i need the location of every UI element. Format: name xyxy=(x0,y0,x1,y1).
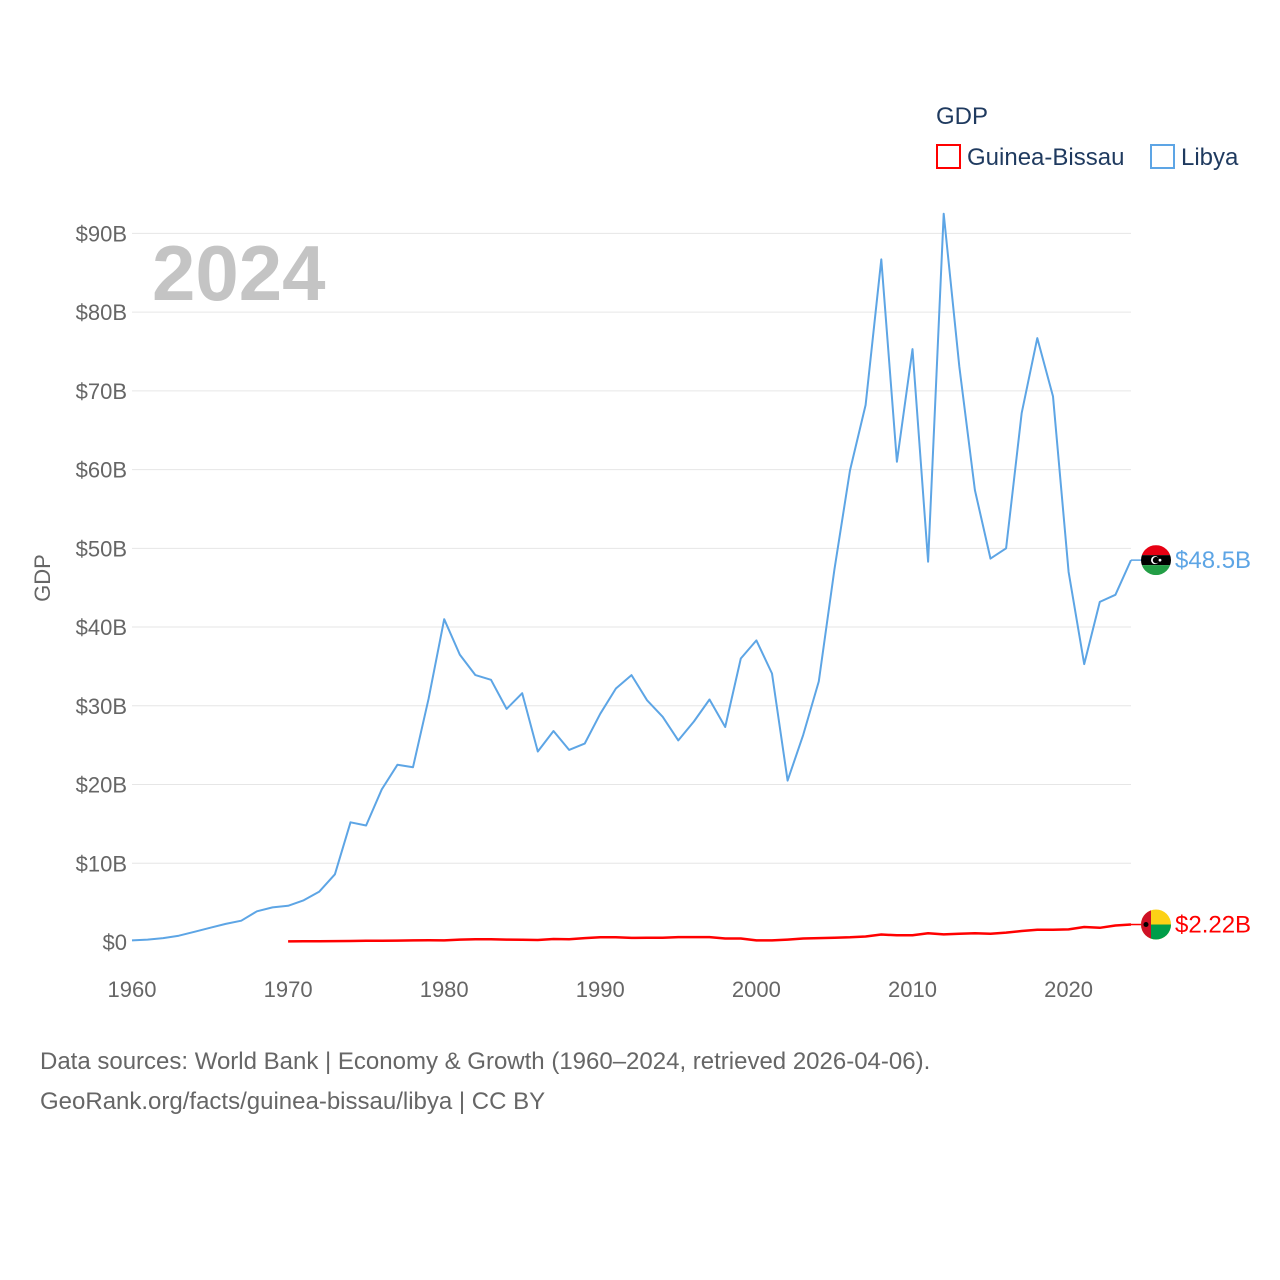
attribution-line: GeoRank.org/facts/guinea-bissau/libya | … xyxy=(40,1088,546,1115)
y-tick-label: $90B xyxy=(76,221,127,246)
y-tick-label: $10B xyxy=(76,851,127,876)
x-tick-label: 2010 xyxy=(888,977,937,1002)
y-tick-label: $0 xyxy=(103,930,127,955)
y-tick-label: $50B xyxy=(76,536,127,561)
x-axis: 1960 1970 1980 1990 2000 2010 2020 xyxy=(108,977,1094,1002)
y-axis: $0 $10B $20B $30B $40B $50B $60B $70B $80B $90B xyxy=(76,221,127,955)
series-lines xyxy=(131,212,1132,943)
y-tick-label: $20B xyxy=(76,773,127,798)
year-label: 2024 xyxy=(152,229,326,317)
legend-swatch-guinea-bissau[interactable] xyxy=(936,144,961,169)
footer: Data sources: World Bank | Economy & Gro… xyxy=(40,1042,1240,1122)
x-tick-label: 1960 xyxy=(108,977,157,1002)
end-value-label: $2.22B xyxy=(1175,912,1251,939)
guinea-bissau-flag-icon xyxy=(1141,909,1171,940)
libya-flag-icon xyxy=(1141,545,1171,576)
legend-swatch-libya[interactable] xyxy=(1150,144,1175,169)
legend-label-guinea-bissau[interactable]: Guinea-Bissau xyxy=(967,144,1124,171)
end-labels: $2.22B $48.5B xyxy=(1131,545,1251,940)
series-line-libya[interactable] xyxy=(131,212,1132,942)
x-tick-label: 2020 xyxy=(1044,977,1093,1002)
grid-lines xyxy=(132,232,1131,864)
legend: GDP Guinea-Bissau Libya xyxy=(936,103,1239,171)
x-tick-label: 2000 xyxy=(732,977,781,1002)
x-tick-label: 1970 xyxy=(264,977,313,1002)
y-tick-label: $30B xyxy=(76,694,127,719)
x-tick-label: 1990 xyxy=(576,977,625,1002)
y-tick-label: $60B xyxy=(76,458,127,483)
end-value-label: $48.5B xyxy=(1175,547,1251,574)
series-line-guinea-bissau[interactable] xyxy=(288,923,1132,943)
legend-title: GDP xyxy=(936,103,988,130)
legend-label-libya[interactable]: Libya xyxy=(1181,144,1239,171)
y-tick-label: $80B xyxy=(76,300,127,325)
source-line: Data sources: World Bank | Economy & Gro… xyxy=(40,1048,931,1075)
y-tick-label: $70B xyxy=(76,379,127,404)
x-tick-label: 1980 xyxy=(420,977,469,1002)
y-tick-label: $40B xyxy=(76,615,127,640)
y-axis-title: GDP xyxy=(30,554,55,602)
